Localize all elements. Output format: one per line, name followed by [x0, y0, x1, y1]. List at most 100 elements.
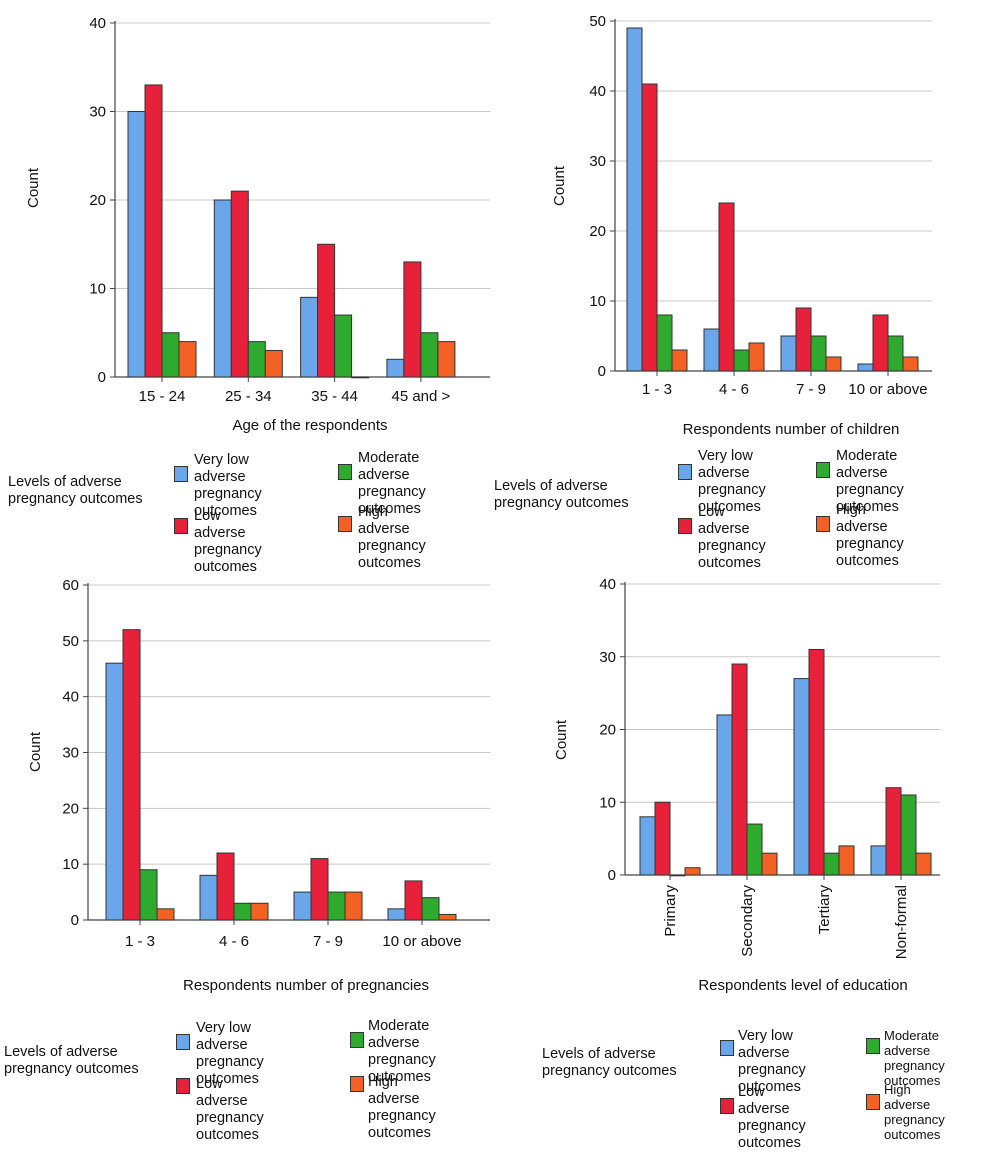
y-tick-label: 10: [599, 794, 616, 811]
very-low-swatch: [678, 464, 692, 480]
x-tick-label: Primary: [662, 885, 679, 937]
bar-moderate-1: [161, 332, 180, 378]
y-tick-label: 30: [62, 745, 79, 762]
pregnancies-bar-chart: 0 10 20 30 40 50 60 1 - 3 4 - 6 7 - 9 10 or above C…: [27, 577, 490, 994]
low-swatch: [176, 1078, 190, 1094]
high-swatch: [866, 1094, 880, 1110]
bar-moderate-2: [746, 823, 763, 876]
bar-high-3: [344, 891, 363, 921]
low-swatch: [720, 1098, 734, 1114]
bar-low-4: [885, 787, 902, 876]
bar-very-low-3: [300, 296, 319, 378]
bar-high-4: [438, 913, 457, 921]
bar-very-low-2: [716, 714, 733, 876]
legend-label-low: Low adverse pregnancy outcomes: [194, 508, 262, 575]
legend-label-moderate: Moderate adverse pregnancy outcomes: [836, 448, 904, 515]
legend-label-high: High adverse pregnancy outcomes: [884, 1082, 945, 1142]
bar-very-low-4: [870, 845, 887, 876]
moderate-swatch: [350, 1032, 364, 1048]
y-tick-label: 20: [599, 722, 616, 739]
bar-low-1: [122, 629, 141, 921]
bar-high-3: [825, 356, 842, 372]
bar-high-1: [156, 908, 175, 921]
y-axis-title: Count: [27, 731, 44, 772]
y-tick-label: 20: [589, 223, 606, 240]
bar-moderate-4: [887, 335, 904, 372]
bar-low-3: [317, 243, 336, 378]
bar-moderate-4: [420, 332, 439, 378]
bar-very-low-2: [703, 328, 720, 372]
bar-low-3: [795, 307, 812, 372]
children-chart-panel: 0 10 20 30 40 50 1 - 3 4 - 6 7 - 9 10 or above Cou…: [490, 0, 1000, 571]
legend-label-low: Low adverse pregnancy outcomes: [698, 504, 766, 571]
bar-moderate-1: [669, 874, 686, 877]
bar-high-1: [178, 341, 197, 378]
legend-label-high: High adverse pregnancy outcomes: [836, 502, 904, 569]
y-tick-label: 0: [608, 867, 616, 884]
bar-moderate-4: [421, 897, 440, 921]
bar-very-low-3: [780, 335, 797, 372]
bar-very-low-4: [857, 363, 874, 372]
x-tick-label: 1 - 3: [125, 933, 155, 950]
bar-very-low-1: [105, 662, 124, 921]
x-tick-label: 35 - 44: [311, 388, 358, 405]
y-tick-label: 40: [599, 576, 616, 593]
pregnancies-chart-panel: 0 10 20 30 40 50 60 1 - 3 4 - 6 7 - 9 10 or above C…: [0, 562, 500, 1143]
x-axis-title: Respondents number of children: [683, 421, 900, 438]
y-tick-label: 30: [589, 153, 606, 170]
x-axis-title: Respondents level of education: [698, 977, 907, 994]
bar-high-2: [748, 342, 765, 372]
bar-very-low-4: [387, 908, 406, 921]
legend-title: Levels of adverse pregnancy outcomes: [8, 474, 143, 507]
y-tick-label: 10: [62, 856, 79, 873]
legend-label-very-low: Very low adverse pregnancy outcomes: [738, 1028, 806, 1095]
bar-low-2: [731, 663, 748, 876]
bar-high-1: [671, 349, 688, 372]
y-tick-label: 40: [589, 83, 606, 100]
legend-title: Levels of adverse pregnancy outcomes: [542, 1046, 677, 1079]
very-low-swatch: [176, 1034, 190, 1050]
bar-moderate-3: [327, 891, 346, 921]
bar-moderate-2: [233, 902, 252, 921]
bar-very-low-2: [199, 874, 218, 921]
x-tick-label: Secondary: [739, 885, 756, 957]
y-tick-label: 30: [89, 104, 106, 121]
legend-label-very-low: Very low adverse pregnancy outcomes: [194, 452, 262, 519]
bar-low-2: [230, 190, 249, 378]
bar-very-low-3: [793, 678, 810, 876]
bar-low-2: [718, 202, 735, 372]
bar-high-2: [264, 349, 283, 378]
moderate-swatch: [816, 462, 830, 478]
x-tick-label: 10 or above: [382, 933, 461, 950]
bar-low-3: [310, 858, 329, 921]
y-tick-label: 0: [598, 363, 606, 380]
bar-low-2: [216, 852, 235, 921]
bar-low-3: [808, 648, 825, 876]
y-tick-label: 60: [62, 577, 79, 594]
legend-label-high: High adverse pregnancy outcomes: [358, 504, 426, 571]
education-bar-chart: 0 10 20 30 40 Primary Secondary Tertiary Non-for…: [553, 576, 940, 994]
y-tick-label: 0: [71, 912, 79, 929]
y-tick-label: 20: [62, 800, 79, 817]
bar-low-1: [144, 84, 163, 378]
y-tick-label: 50: [589, 13, 606, 30]
bar-very-low-3: [293, 891, 312, 921]
legend-label-very-low: Very low adverse pregnancy outcomes: [698, 448, 766, 515]
bar-high-4: [437, 341, 456, 378]
very-low-swatch: [174, 466, 188, 482]
bar-very-low-2: [213, 199, 232, 378]
y-tick-label: 40: [62, 689, 79, 706]
bar-moderate-3: [823, 852, 840, 876]
bar-high-1: [684, 867, 701, 876]
age-chart-legend: Levels of adverse pregnancy outcomes Ver…: [0, 440, 490, 575]
bar-moderate-1: [139, 869, 158, 921]
legend-label-moderate: Moderate adverse pregnancy outcomes: [368, 1018, 436, 1085]
y-tick-label: 40: [89, 15, 106, 32]
bar-very-low-1: [639, 816, 656, 876]
high-swatch: [350, 1076, 364, 1092]
y-tick-label: 30: [599, 649, 616, 666]
legend-label-low: Low adverse pregnancy outcomes: [196, 1076, 264, 1143]
x-tick-label: Non-formal: [893, 885, 910, 959]
high-swatch: [338, 516, 352, 532]
x-axis-title: Respondents number of pregnancies: [183, 977, 429, 994]
